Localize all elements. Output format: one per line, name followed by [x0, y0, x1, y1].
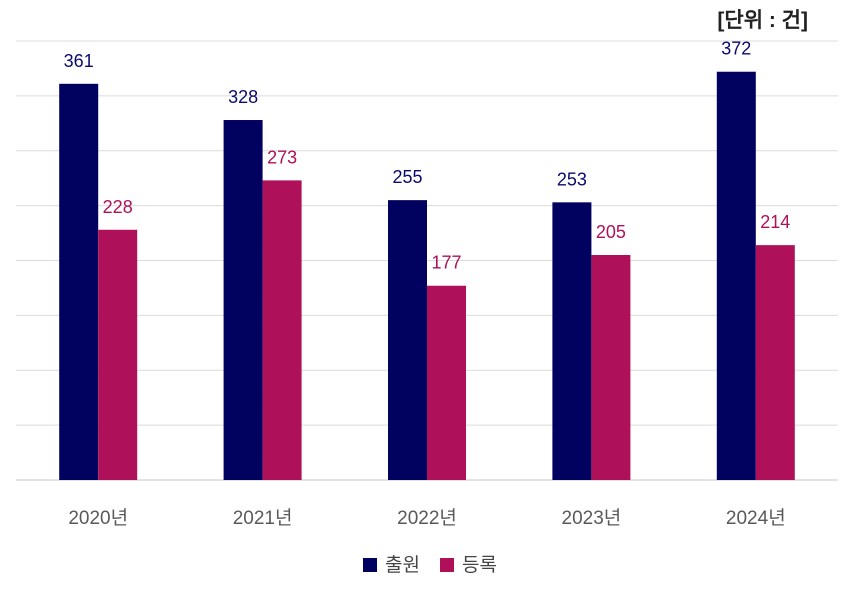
data-label: 228: [103, 197, 133, 217]
x-axis-tick-labels: 2020년 2021년 2022년 2023년 2024년: [68, 507, 785, 529]
x-tick-label: 2023년: [562, 507, 622, 529]
data-label: 328: [228, 87, 258, 107]
x-tick-label: 2020년: [68, 507, 128, 529]
bar-registration-3: [591, 255, 631, 480]
bar-registration-4: [755, 245, 795, 480]
legend: 출원 등록: [363, 554, 497, 576]
bar-application-1: [223, 120, 263, 481]
data-label: 372: [721, 39, 751, 59]
bar-application-3: [552, 202, 592, 480]
legend-label: 등록: [462, 555, 497, 576]
bar-registration-1: [262, 180, 302, 480]
bar-application-0: [59, 83, 99, 481]
data-label: 361: [64, 51, 94, 71]
data-label: 214: [760, 212, 790, 232]
x-tick-label: 2021년: [233, 507, 293, 529]
data-label: 177: [431, 253, 461, 273]
bar-application-4: [716, 71, 756, 480]
data-label: 253: [557, 169, 587, 189]
data-label: 205: [596, 222, 626, 242]
data-label: 273: [267, 147, 297, 167]
data-label: 255: [392, 167, 422, 187]
legend-swatch: [440, 558, 454, 572]
bars: [59, 71, 795, 481]
bar-registration-0: [98, 229, 138, 480]
unit-label: [단위 : 건]: [717, 9, 808, 32]
bar-application-2: [388, 200, 427, 480]
bar-registration-2: [427, 285, 466, 480]
x-tick-label: 2024년: [726, 507, 786, 529]
legend-label: 출원: [385, 554, 420, 576]
data-labels: 361 228 328 273 255 177 253 205 372 214: [64, 39, 791, 273]
legend-swatch: [363, 558, 377, 572]
x-tick-label: 2022년: [397, 507, 457, 529]
